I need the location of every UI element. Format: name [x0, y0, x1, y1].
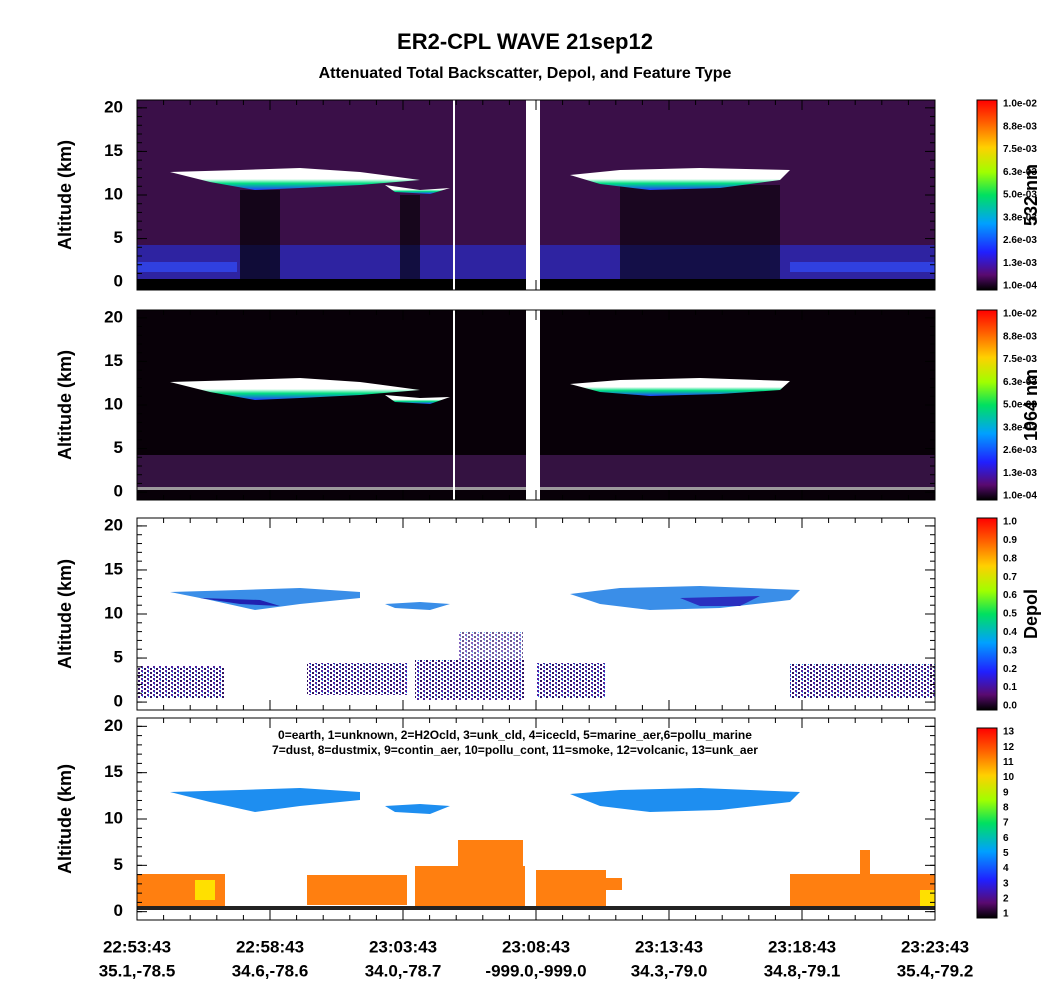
backscatter-1064-image: [137, 310, 935, 500]
colorbar-tick-label: 3.8e-03: [1003, 212, 1037, 223]
colorbar-tick-label: 1.0e-04: [1003, 281, 1037, 292]
x-time-label: 23:03:43: [369, 937, 437, 956]
y-tick-label: 10: [104, 603, 123, 622]
x-time-label: 22:53:43: [103, 937, 171, 956]
y-tick-label: 15: [104, 141, 123, 160]
x-time-label: 23:08:43: [502, 937, 570, 956]
colorbar-tick-label: 1.0e-04: [1003, 491, 1037, 502]
y-tick-label: 20: [104, 716, 123, 735]
colorbar-tick-label: 0.1: [1003, 682, 1017, 693]
colorbar: [976, 99, 998, 291]
colorbar-tick-label: 5.0e-03: [1003, 190, 1037, 201]
x-position-label: -999.0,-999.0: [485, 961, 586, 980]
colorbar-label: 1064 nm: [1021, 369, 1041, 441]
x-position-label: 34.0,-78.7: [365, 961, 442, 980]
colorbar: [976, 727, 998, 919]
y-axis-label: Altitude (km): [55, 559, 75, 669]
colorbar-label: 532 nm: [1021, 164, 1041, 226]
colorbar-tick-label: 13: [1003, 727, 1015, 738]
colorbar-tick-label: 3.8e-03: [1003, 422, 1037, 433]
y-tick-label: 15: [104, 559, 123, 578]
colorbar: [976, 309, 998, 501]
x-position-label: 35.1,-78.5: [99, 961, 176, 980]
x-time-label: 22:58:43: [236, 937, 304, 956]
y-tick-label: 15: [104, 762, 123, 781]
colorbar-tick-label: 5.0e-03: [1003, 400, 1037, 411]
colorbar-tick-label: 12: [1003, 742, 1015, 753]
y-axis-label: Altitude (km): [55, 764, 75, 874]
colorbar-tick-label: 0.4: [1003, 627, 1017, 638]
colorbar-tick-label: 6: [1003, 833, 1009, 844]
x-position-label: 35.4,-79.2: [897, 961, 974, 980]
colorbar-tick-label: 0.8: [1003, 553, 1017, 564]
y-tick-label: 10: [104, 808, 123, 827]
colorbar-tick-label: 7.5e-03: [1003, 144, 1037, 155]
y-tick-label: 10: [104, 184, 123, 203]
colorbar-tick-label: 0.5: [1003, 609, 1017, 620]
y-axis-label: Altitude (km): [55, 140, 75, 250]
x-time-label: 23:23:43: [901, 937, 969, 956]
backscatter-532-image: [137, 100, 935, 290]
feature-type-image: [137, 788, 935, 910]
colorbar-tick-label: 0.2: [1003, 664, 1017, 675]
colorbar-tick-label: 1: [1003, 909, 1009, 920]
colorbar-tick-label: 8: [1003, 802, 1009, 813]
x-time-label: 23:18:43: [768, 937, 836, 956]
colorbar-tick-label: 0.0: [1003, 701, 1017, 712]
colorbar-label: Depol: [1021, 589, 1041, 639]
y-tick-label: 10: [104, 394, 123, 413]
y-tick-label: 0: [114, 482, 123, 501]
colorbar-tick-label: 8.8e-03: [1003, 331, 1037, 342]
colorbar-tick-label: 1.0: [1003, 517, 1017, 528]
y-tick-label: 0: [114, 692, 123, 711]
x-position-label: 34.8,-79.1: [764, 961, 841, 980]
colorbar-tick-label: 0.9: [1003, 535, 1017, 546]
feature-legend: 7=dust, 8=dustmix, 9=contin_aer, 10=poll…: [272, 743, 758, 757]
depol-image: [137, 586, 935, 700]
y-tick-label: 15: [104, 351, 123, 370]
x-position-label: 34.3,-79.0: [631, 961, 708, 980]
colorbar-tick-label: 1.3e-03: [1003, 258, 1037, 269]
colorbar-tick-label: 2.6e-03: [1003, 235, 1037, 246]
y-tick-label: 5: [114, 438, 123, 457]
feature-legend: 0=earth, 1=unknown, 2=H2Ocld, 3=unk_cld,…: [278, 728, 752, 742]
colorbar-tick-label: 2.6e-03: [1003, 445, 1037, 456]
x-time-label: 23:13:43: [635, 937, 703, 956]
y-tick-label: 0: [114, 901, 123, 920]
y-tick-label: 5: [114, 855, 123, 874]
colorbar-tick-label: 1.0e-02: [1003, 99, 1037, 110]
colorbar-tick-label: 4: [1003, 863, 1009, 874]
y-tick-label: 5: [114, 228, 123, 247]
colorbar-tick-label: 6.3e-03: [1003, 377, 1037, 388]
colorbar-tick-label: 0.3: [1003, 645, 1017, 656]
subtitle: Attenuated Total Backscatter, Depol, and…: [319, 65, 732, 82]
colorbar-tick-label: 10: [1003, 772, 1015, 783]
colorbar-tick-label: 5: [1003, 848, 1009, 859]
title: ER2-CPL WAVE 21sep12: [397, 29, 653, 54]
y-tick-label: 5: [114, 648, 123, 667]
colorbar-tick-label: 0.6: [1003, 590, 1017, 601]
colorbar-tick-label: 8.8e-03: [1003, 121, 1037, 132]
colorbar-tick-label: 2: [1003, 893, 1009, 904]
colorbar-tick-label: 3: [1003, 878, 1009, 889]
y-tick-label: 0: [114, 272, 123, 291]
y-tick-label: 20: [104, 515, 123, 534]
colorbar-tick-label: 9: [1003, 787, 1009, 798]
colorbar-tick-label: 7: [1003, 818, 1009, 829]
colorbar-tick-label: 0.7: [1003, 572, 1017, 583]
colorbar-tick-label: 7.5e-03: [1003, 354, 1037, 365]
y-tick-label: 20: [104, 97, 123, 116]
y-tick-label: 20: [104, 307, 123, 326]
colorbar-tick-label: 1.0e-02: [1003, 309, 1037, 320]
colorbar-tick-label: 6.3e-03: [1003, 167, 1037, 178]
colorbar-tick-label: 11: [1003, 757, 1014, 768]
colorbar: [976, 517, 998, 711]
y-axis-label: Altitude (km): [55, 350, 75, 460]
colorbar-tick-label: 1.3e-03: [1003, 468, 1037, 479]
x-position-label: 34.6,-78.6: [232, 961, 309, 980]
